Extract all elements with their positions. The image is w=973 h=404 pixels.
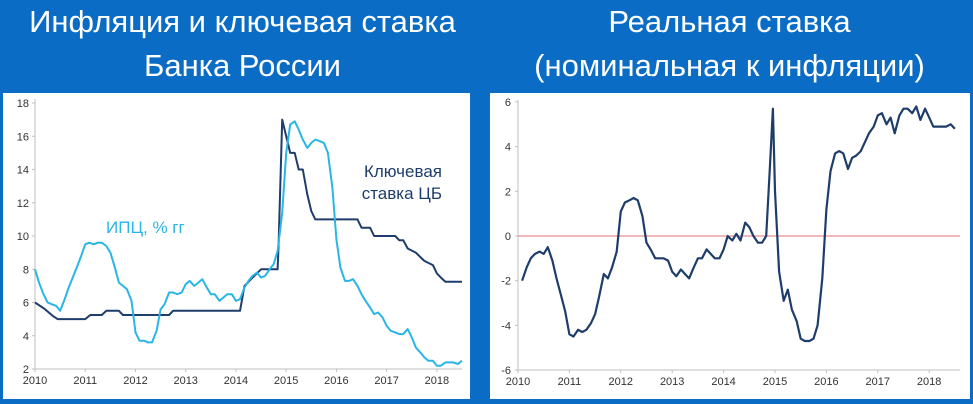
y-tick-label: 4 xyxy=(505,142,511,154)
x-tick-label: 2012 xyxy=(123,375,147,387)
x-tick-label: 2010 xyxy=(506,376,530,388)
y-tick-label: -4 xyxy=(501,320,511,332)
x-tick-label: 2012 xyxy=(609,376,633,388)
y-tick-label: 12 xyxy=(17,198,29,210)
real-rate-series-line xyxy=(521,105,956,343)
y-tick-label: 4 xyxy=(23,331,29,343)
right-chart-title: Реальная ставка (номинальная к инфляции) xyxy=(486,0,973,88)
real-rate-chart-panel: -6 -4 -2 0 2 4 6 2010 2011 2012 2013 2014 2015 2016 20… xyxy=(490,93,970,399)
x-tick-label: 2018 xyxy=(917,376,941,388)
y-tick-label: 10 xyxy=(17,231,29,243)
cpi-series-line xyxy=(34,120,463,367)
y-tick-label: 2 xyxy=(505,186,511,198)
left-title-line1: Инфляция и ключевая ставка xyxy=(29,4,456,39)
y-tick-label: 16 xyxy=(17,131,29,143)
x-tick-label: 2017 xyxy=(374,375,398,387)
inflation-key-rate-chart-panel: 2 4 6 8 10 12 14 16 18 2010 2011 2012 2013 2014 2015 20… xyxy=(3,93,470,399)
key-rate-series-label-line1: Ключевая xyxy=(364,162,442,181)
x-tick-label: 2010 xyxy=(23,375,47,387)
x-tick-label: 2011 xyxy=(558,376,582,388)
right-title-line1: Реальная ставка xyxy=(608,4,851,39)
x-tick-label: 2015 xyxy=(274,375,298,387)
x-tick-label: 2015 xyxy=(763,376,787,388)
right-title-line2: (номинальная к инфляции) xyxy=(534,48,925,83)
left-chart-title: Инфляция и ключевая ставка Банка России xyxy=(0,0,485,88)
y-tick-label: 2 xyxy=(23,364,29,376)
x-tick-label: 2017 xyxy=(866,376,890,388)
real-rate-chart: -6 -4 -2 0 2 4 6 2010 2011 2012 2013 2014 2015 2016 20… xyxy=(501,97,960,388)
y-tick-label: 0 xyxy=(505,231,511,243)
y-tick-label: 14 xyxy=(17,165,29,177)
key-rate-series-line xyxy=(34,118,462,321)
x-tick-label: 2011 xyxy=(73,375,97,387)
x-tick-label: 2014 xyxy=(224,375,248,387)
y-tick-label: 6 xyxy=(23,298,29,310)
y-tick-label: 8 xyxy=(23,264,29,276)
y-tick-label: -6 xyxy=(501,365,511,377)
x-tick-label: 2013 xyxy=(173,375,197,387)
inflation-key-rate-chart: 2 4 6 8 10 12 14 16 18 2010 2011 2012 2013 2014 2015 20… xyxy=(17,98,463,387)
x-tick-label: 2016 xyxy=(324,375,348,387)
y-tick-label: 6 xyxy=(505,97,511,109)
key-rate-series-label-line2: ставка ЦБ xyxy=(362,184,442,203)
y-tick-label: -2 xyxy=(501,276,511,288)
x-tick-label: 2016 xyxy=(814,376,838,388)
cpi-series-label: ИПЦ, % гг xyxy=(106,218,185,237)
x-tick-label: 2018 xyxy=(425,375,449,387)
y-tick-label: 18 xyxy=(17,98,29,110)
x-tick-label: 2013 xyxy=(660,376,684,388)
left-title-line2: Банка России xyxy=(144,48,341,83)
x-tick-label: 2014 xyxy=(711,376,735,388)
